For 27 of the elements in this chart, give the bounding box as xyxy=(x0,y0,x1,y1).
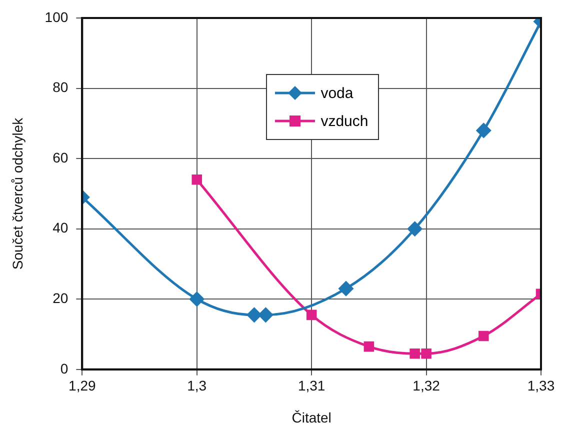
y-tick-label: 20 xyxy=(52,290,68,306)
y-tick-label: 100 xyxy=(44,8,68,25)
y-tick-label: 80 xyxy=(52,79,68,96)
x-axis-title: Čitatel xyxy=(292,409,332,426)
point xyxy=(192,174,202,185)
point xyxy=(478,330,489,342)
y-tick-label: 0 xyxy=(60,360,68,376)
x-tick-label: 1,31 xyxy=(298,378,326,394)
x-tick-label: 1,32 xyxy=(412,378,440,394)
x-tick-label: 1,33 xyxy=(527,378,555,394)
y-tick-label: 60 xyxy=(52,149,68,166)
x-tick-label: 1,29 xyxy=(68,378,96,394)
point xyxy=(258,308,273,322)
point xyxy=(421,348,432,359)
point xyxy=(190,292,204,306)
point xyxy=(410,348,420,359)
legend-label: voda xyxy=(320,84,354,102)
x-tick-label: 1,3 xyxy=(187,378,207,394)
point xyxy=(476,123,491,138)
point xyxy=(246,308,262,322)
point xyxy=(364,341,374,352)
y-tick-label: 40 xyxy=(52,220,68,236)
point xyxy=(338,281,354,296)
y-axis-title: Součet čtverců odchylek xyxy=(9,116,26,270)
legend-label: vzduch xyxy=(320,112,368,130)
point xyxy=(408,222,422,236)
point xyxy=(306,310,317,320)
